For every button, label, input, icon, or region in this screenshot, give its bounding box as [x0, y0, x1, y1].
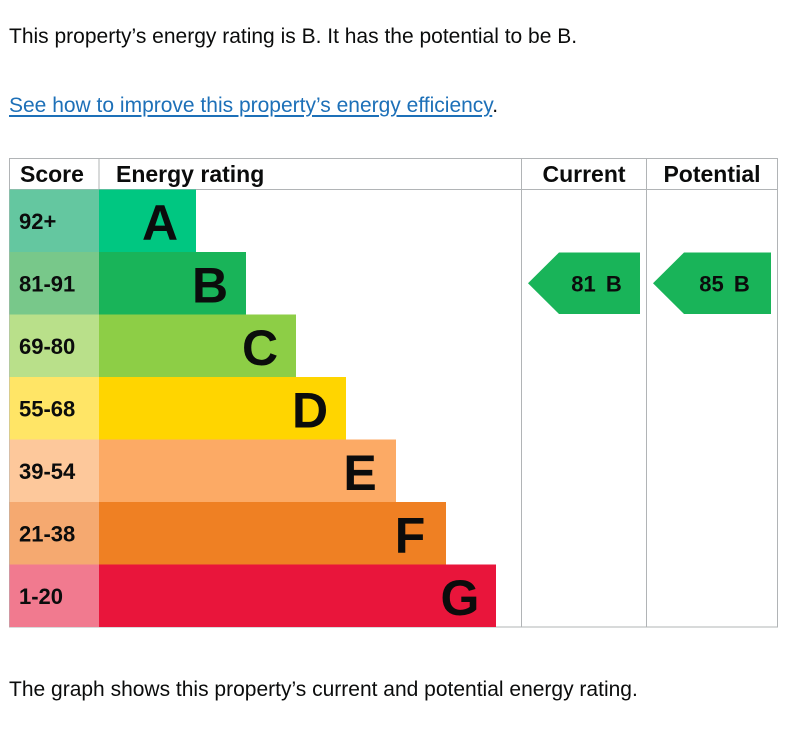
current-arrow: [528, 252, 640, 314]
potential-column-header: Potential: [663, 161, 760, 187]
score-range-e: 39-54: [19, 459, 76, 484]
band-bar-a: [99, 189, 196, 252]
band-letter-b: B: [192, 257, 228, 313]
score-range-b: 81-91: [19, 271, 75, 296]
band-letter-a: A: [142, 195, 178, 251]
band-letter-f: F: [395, 507, 426, 563]
score-cell-c: [9, 314, 99, 377]
score-cell-a: [9, 189, 99, 252]
score-range-g: 1-20: [19, 584, 63, 609]
score-cell-e: [9, 439, 99, 502]
band-bar-e: [99, 439, 396, 502]
score-column-header: Score: [20, 161, 84, 187]
potential-rating-label: 85 B: [699, 271, 749, 296]
score-range-d: 55-68: [19, 396, 75, 421]
improve-efficiency-link[interactable]: See how to improve this property’s energ…: [9, 94, 493, 117]
rating-bands: 92+ A 81-91 B 69-80 C 55-68 D 39-54 E 21-38 F 1-20 G: [9, 189, 496, 627]
current-column-header: Current: [542, 161, 625, 187]
score-cell-f: [9, 502, 99, 565]
band-letter-g: G: [441, 570, 480, 626]
improve-efficiency-paragraph: See how to improve this property’s energ…: [9, 91, 498, 121]
score-range-c: 69-80: [19, 334, 75, 359]
band-bar-d: [99, 377, 346, 440]
column-headers: Score Energy rating Current Potential: [20, 161, 761, 187]
band-bar-f: [99, 502, 446, 565]
band-bar-g: [99, 564, 496, 627]
band-bar-b: [99, 252, 246, 315]
chart-caption: The graph shows this property’s current …: [9, 678, 638, 701]
band-bar-c: [99, 314, 296, 377]
band-letter-e: E: [343, 445, 376, 501]
band-letter-c: C: [242, 320, 278, 376]
score-cell-b: [9, 252, 99, 315]
score-range-a: 92+: [19, 209, 56, 234]
score-cell-d: [9, 377, 99, 440]
band-letter-d: D: [292, 382, 328, 438]
potential-arrow: [653, 252, 771, 314]
link-suffix: .: [492, 94, 499, 117]
energy-rating-column-header: Energy rating: [116, 161, 264, 187]
score-range-f: 21-38: [19, 521, 75, 546]
current-rating-label: 81 B: [571, 271, 621, 296]
rating-summary: This property’s energy rating is B. It h…: [9, 25, 578, 48]
rating-indicators: 81 B 85 B: [528, 252, 771, 314]
score-cell-g: [9, 564, 99, 627]
